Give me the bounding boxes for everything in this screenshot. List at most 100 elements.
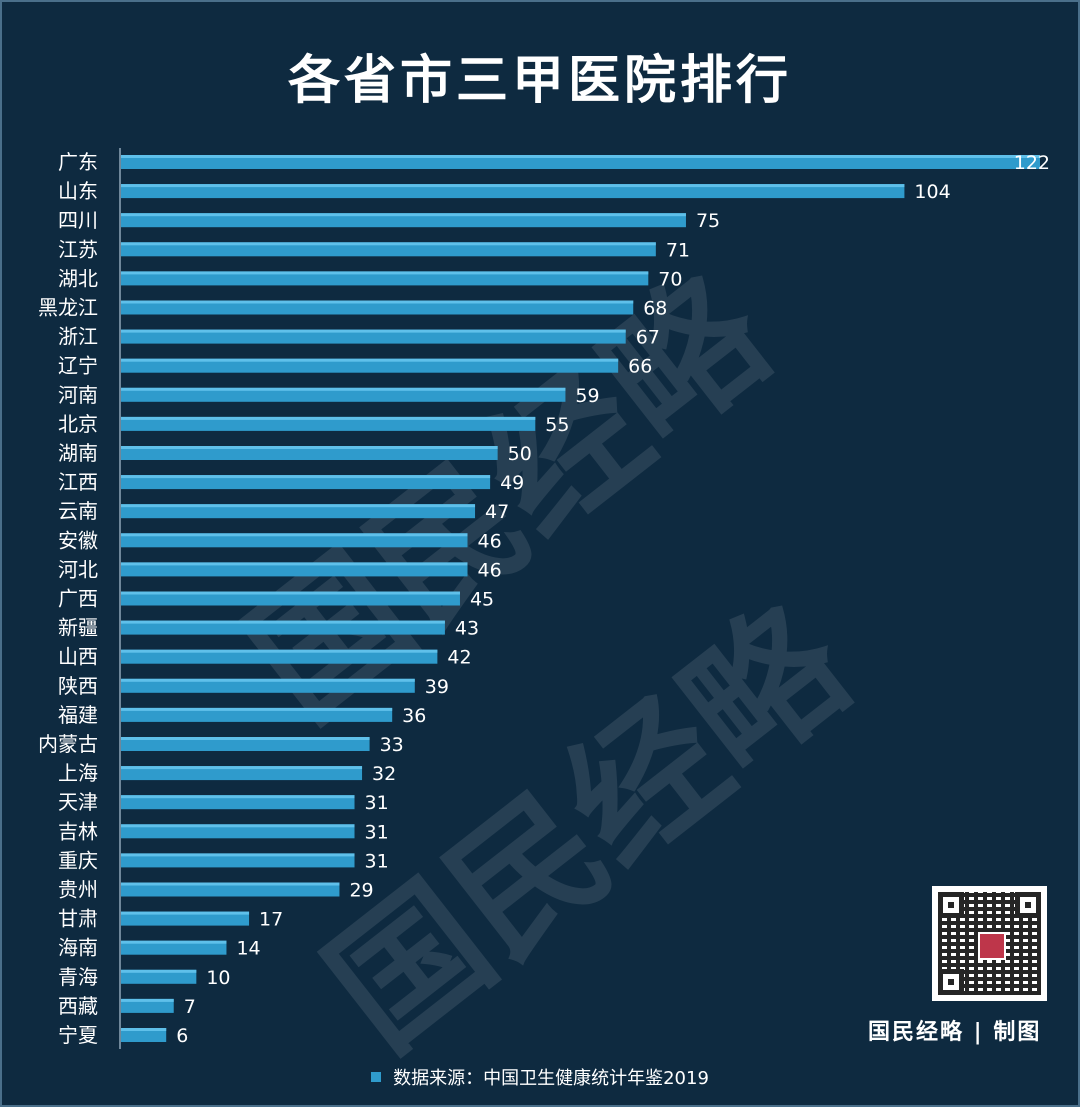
- bar: [121, 416, 536, 431]
- value-label: 67: [636, 327, 660, 349]
- bar-highlight: [121, 911, 250, 915]
- value-label: 59: [575, 385, 599, 407]
- value-label: 104: [914, 181, 950, 203]
- category-label: 四川: [58, 208, 98, 232]
- qr-code[interactable]: [932, 886, 1047, 1001]
- bar-highlight: [121, 329, 626, 333]
- value-label: 68: [643, 298, 667, 320]
- value-label: 29: [349, 880, 373, 902]
- bar: [121, 475, 491, 490]
- value-label: 39: [425, 676, 449, 698]
- category-label: 宁夏: [58, 1023, 98, 1047]
- bar: [121, 358, 619, 373]
- bar: [121, 271, 649, 286]
- bar: [121, 504, 476, 519]
- category-label: 黑龙江: [38, 296, 98, 320]
- bar: [121, 242, 656, 257]
- bar-highlight: [121, 475, 491, 479]
- bar-highlight: [121, 184, 905, 188]
- value-label: 17: [259, 909, 283, 931]
- category-label: 北京: [58, 412, 98, 436]
- bar-highlight: [121, 446, 498, 449]
- value-label: 42: [447, 647, 471, 669]
- category-label: 广东: [58, 150, 98, 174]
- category-label: 天津: [58, 790, 98, 814]
- value-label: 43: [455, 618, 479, 640]
- value-label: 31: [365, 792, 389, 814]
- bar: [121, 184, 905, 199]
- bar-highlight: [121, 940, 227, 944]
- bar-highlight: [121, 737, 370, 740]
- value-label: 45: [470, 589, 494, 611]
- bar: [121, 533, 468, 548]
- bar: [121, 940, 227, 955]
- bar-highlight: [121, 795, 355, 799]
- bar-highlight: [121, 766, 363, 770]
- credit-text: 国民经略 | 制图: [868, 1019, 1042, 1045]
- value-label: 47: [485, 501, 509, 523]
- category-label: 安徽: [58, 528, 98, 552]
- value-label: 32: [372, 763, 396, 785]
- bar: [121, 620, 445, 635]
- bar-highlight: [121, 853, 355, 857]
- category-label: 贵州: [58, 878, 98, 902]
- bar-highlight: [121, 707, 393, 711]
- category-label: 江西: [58, 470, 98, 494]
- bar-highlight: [121, 533, 468, 537]
- value-label: 122: [1014, 152, 1050, 174]
- category-label: 福建: [58, 703, 98, 727]
- bar: [121, 300, 634, 315]
- bar: [121, 213, 686, 228]
- value-label: 46: [478, 559, 502, 581]
- bar: [121, 591, 460, 606]
- bar-highlight: [121, 969, 197, 973]
- category-label: 重庆: [58, 848, 98, 872]
- value-label: 31: [365, 821, 389, 843]
- value-label: 36: [402, 705, 426, 727]
- value-label: 33: [380, 734, 404, 756]
- chart-title: 各省市三甲医院排行: [287, 51, 792, 111]
- bar-highlight: [121, 882, 340, 886]
- value-label: 6: [176, 1025, 188, 1047]
- legend-swatch: [371, 1072, 382, 1082]
- category-label: 湖北: [58, 266, 98, 290]
- bar: [121, 766, 363, 781]
- bar: [121, 969, 197, 984]
- bar: [121, 911, 250, 926]
- category-label: 青海: [58, 965, 98, 989]
- bar-highlight: [121, 620, 445, 624]
- category-label: 甘肃: [58, 907, 98, 931]
- bar: [121, 446, 498, 460]
- category-label: 海南: [58, 936, 98, 960]
- category-label: 河北: [58, 557, 98, 581]
- source-text: 数据来源：中国卫生健康统计年鉴2019: [393, 1068, 709, 1089]
- category-label: 上海: [58, 761, 98, 785]
- category-label: 陕西: [58, 674, 98, 698]
- bar: [121, 882, 340, 897]
- source-note: 数据来源：中国卫生健康统计年鉴2019: [0, 1064, 1080, 1090]
- bar-highlight: [121, 678, 415, 682]
- bar: [121, 387, 566, 402]
- category-label: 西藏: [58, 994, 98, 1018]
- category-label: 吉林: [58, 819, 98, 843]
- bar-highlight: [121, 1028, 167, 1031]
- value-label: 70: [658, 268, 682, 290]
- value-label: 7: [184, 996, 196, 1018]
- bar-highlight: [121, 387, 566, 391]
- bar-highlight: [121, 998, 174, 1002]
- bar-highlight: [121, 591, 460, 595]
- category-label: 辽宁: [58, 354, 98, 378]
- bar: [121, 737, 370, 751]
- bar-highlight: [121, 562, 468, 566]
- category-label: 河南: [58, 383, 98, 407]
- value-label: 10: [206, 967, 230, 989]
- bar: [121, 853, 355, 868]
- bar-highlight: [121, 155, 1040, 158]
- bar: [121, 1028, 167, 1042]
- value-label: 14: [236, 938, 260, 960]
- bar: [121, 998, 174, 1013]
- category-label: 江苏: [58, 237, 98, 261]
- bar-highlight: [121, 649, 438, 653]
- category-label: 广西: [58, 587, 98, 611]
- value-label: 75: [696, 210, 720, 232]
